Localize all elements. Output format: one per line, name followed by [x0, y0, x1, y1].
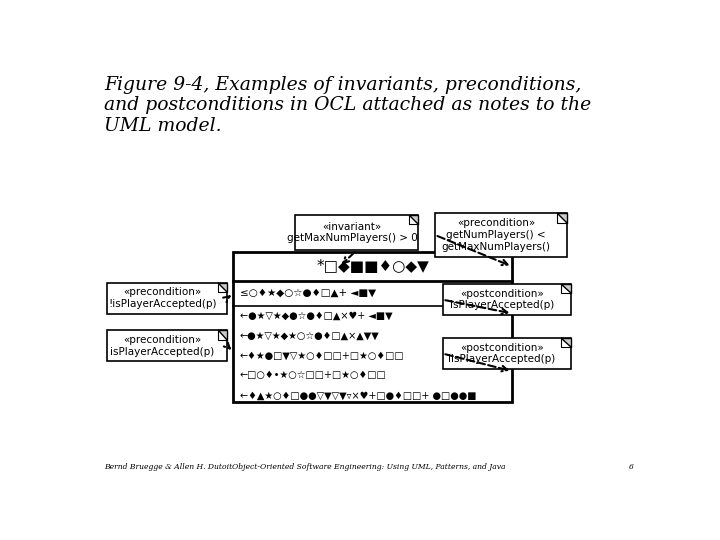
Text: «postcondition»
isPlayerAccepted(p): «postcondition» isPlayerAccepted(p) — [450, 289, 554, 310]
Bar — [107, 283, 228, 314]
Text: «precondition»
getNumPlayers() <
getMaxNumPlayers(): «precondition» getNumPlayers() < getMaxN… — [441, 218, 551, 252]
Text: «postcondition»
lisPlayerAccepted(p): «postcondition» lisPlayerAccepted(p) — [449, 343, 556, 364]
Text: Figure 9-4, Examples of invariants, preconditions,
and postconditions in OCL att: Figure 9-4, Examples of invariants, prec… — [104, 76, 591, 135]
Bar — [295, 215, 418, 251]
Bar — [435, 213, 567, 256]
Text: «invariant»
getMaxNumPlayers() > 0: «invariant» getMaxNumPlayers() > 0 — [287, 222, 418, 244]
Polygon shape — [218, 330, 228, 340]
Text: ←●★▽★◆●☆●♦□▲×♥+ ◄■▼: ←●★▽★◆●☆●♦□▲×♥+ ◄■▼ — [240, 310, 392, 320]
Bar — [107, 330, 228, 361]
Text: Bernd Bruegge & Allen H. Dutoit: Bernd Bruegge & Allen H. Dutoit — [104, 463, 232, 471]
Text: ≤○♦★◆○☆●♦□▲+ ◄■▼: ≤○♦★◆○☆●♦□▲+ ◄■▼ — [240, 287, 376, 298]
Text: ←●★▽★◆★○☆●♦□▲×▲▼▼: ←●★▽★◆★○☆●♦□▲×▲▼▼ — [240, 330, 379, 340]
Polygon shape — [561, 338, 570, 347]
Text: 6: 6 — [629, 463, 634, 471]
Text: ←♦▲★○♦□●●▽▼▽▼▿×♥+□●♦□□+ ●□●●■: ←♦▲★○♦□●●▽▼▽▼▿×♥+□●♦□□+ ●□●●■ — [240, 390, 476, 401]
Text: ←□○♦•★○☆□□+□★○♦□□: ←□○♦•★○☆□□+□★○♦□□ — [240, 370, 387, 381]
Text: «precondition»
isPlayerAccepted(p): «precondition» isPlayerAccepted(p) — [110, 335, 215, 356]
Bar — [233, 252, 513, 402]
Text: ←♦★●□▼▽★○♦□□+□★○♦□□: ←♦★●□▼▽★○♦□□+□★○♦□□ — [240, 350, 404, 361]
Text: *□◆■■♦○◆▼: *□◆■■♦○◆▼ — [316, 259, 429, 274]
Polygon shape — [557, 213, 567, 222]
Polygon shape — [408, 215, 418, 224]
Text: «precondition»
!isPlayerAccepted(p): «precondition» !isPlayerAccepted(p) — [108, 287, 217, 309]
Bar — [443, 284, 570, 315]
Text: Object-Oriented Software Engineering: Using UML, Patterns, and Java: Object-Oriented Software Engineering: Us… — [233, 463, 505, 471]
Bar — [443, 338, 570, 369]
Polygon shape — [561, 284, 570, 294]
Polygon shape — [218, 283, 228, 292]
